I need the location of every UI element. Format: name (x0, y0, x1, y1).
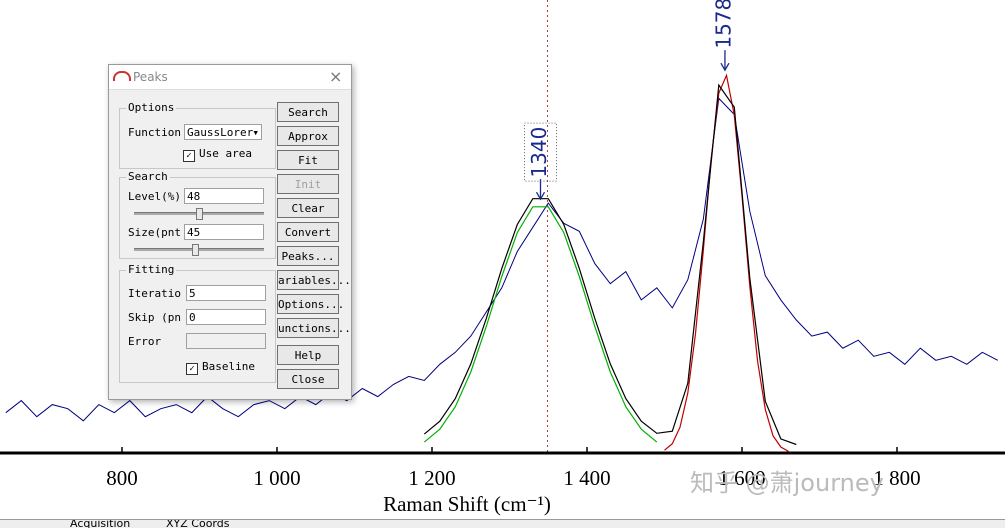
x-tick-label: 1 600 (718, 466, 765, 490)
dialog-button[interactable]: Search (277, 102, 339, 122)
x-tick-label: 1 400 (563, 466, 610, 490)
size-input[interactable]: 45 (184, 224, 264, 240)
dialog-button[interactable]: unctions... (277, 318, 351, 338)
select-value: GaussLorer (187, 126, 254, 139)
level-slider[interactable] (134, 208, 264, 220)
checkbox[interactable]: ✓ Baseline (186, 360, 255, 375)
field-label: Size(pnt (128, 226, 181, 239)
error-field (186, 333, 266, 349)
app-icon (113, 71, 131, 81)
field-label: Function (128, 126, 181, 139)
dropdown-arrow: ▾ (252, 126, 259, 139)
dialog-button[interactable]: Options... (277, 294, 344, 314)
dialog-button[interactable]: Init (277, 174, 339, 194)
dialog-button[interactable]: Approx (277, 126, 339, 146)
annotation-label: 1578 (711, 0, 735, 49)
group-legend: Options (126, 101, 177, 114)
checkbox-label: Use area (199, 147, 252, 160)
checkbox[interactable]: ✓ Use area (183, 147, 252, 162)
series-line (5, 97, 999, 422)
dialog-button[interactable]: Fit (277, 150, 339, 170)
peaks-dialog: Peaks × Options Function GaussLorer ▾ ✓ Us… (108, 64, 352, 400)
close-icon[interactable]: × (329, 67, 343, 86)
dialog-button[interactable]: Help (277, 345, 339, 365)
x-tick-label: 1 000 (253, 466, 300, 490)
series-line (423, 83, 797, 446)
x-axis-label: Raman Shift (cm⁻¹) (383, 492, 551, 516)
field-label: Skip (pn (128, 311, 181, 324)
annotation-box (524, 122, 557, 182)
tab[interactable]: XYZ Coords (166, 519, 230, 528)
dialog-button[interactable]: Clear (277, 198, 339, 218)
fitting-group: Fitting Iteratio 5 Skip (pn 0 Error ✓ Bas… (119, 263, 276, 383)
watermark: 知乎 @萧journey (690, 469, 884, 497)
arrow-head (720, 62, 730, 72)
dialog-button[interactable]: Peaks... (277, 246, 339, 266)
search-group: Search Level(%) 48 Size(pnt 45 (119, 170, 276, 259)
checkbox-label: Baseline (202, 360, 255, 373)
series-line (423, 206, 658, 443)
annotation-label: 1340 (527, 127, 551, 178)
x-tick-label: 1 800 (873, 466, 920, 490)
field-label: Iteratio (128, 287, 181, 300)
field-label: Error (128, 335, 162, 348)
size-slider[interactable] (134, 244, 264, 256)
tab-bar: Acquisition XYZ Coords (0, 519, 1005, 528)
skip-input[interactable]: 0 (186, 309, 266, 325)
options-group: Options Function GaussLorer ▾ ✓ Use area (119, 101, 276, 169)
title-bar: Peaks × (109, 65, 351, 90)
group-legend: Search (126, 170, 170, 183)
field-label: Level(%) (128, 190, 181, 203)
tab[interactable]: Acquisition (70, 519, 131, 528)
x-tick-label: 1 200 (408, 466, 455, 490)
x-tick-label: 800 (106, 466, 138, 490)
group-legend: Fitting (126, 263, 177, 276)
dialog-button[interactable]: Convert (277, 222, 339, 242)
level-input[interactable]: 48 (184, 188, 264, 204)
function-select[interactable]: GaussLorer ▾ (184, 124, 262, 140)
arrow-head (535, 191, 546, 201)
dialog-title: Peaks (133, 70, 168, 84)
dialog-button[interactable]: Close (277, 369, 339, 389)
iterations-input[interactable]: 5 (186, 285, 266, 301)
dialog-button[interactable]: ariables... (277, 270, 351, 290)
series-line (664, 73, 789, 452)
